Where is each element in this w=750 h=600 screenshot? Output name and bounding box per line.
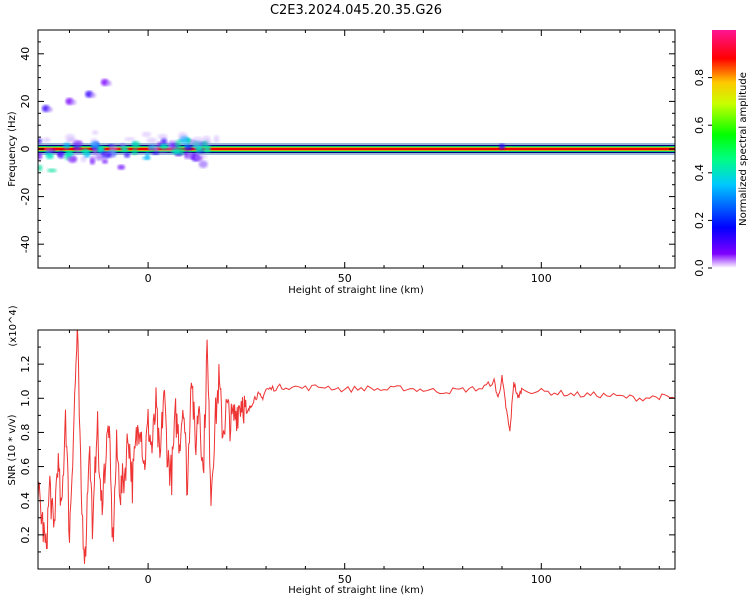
faint-blob xyxy=(141,131,152,138)
faint-blob xyxy=(146,137,158,144)
faint-blob xyxy=(74,142,83,147)
spectrogram-ytick-label: 20 xyxy=(19,94,32,108)
spectrogram-xtick-label: 100 xyxy=(531,272,552,285)
noise-blob xyxy=(131,148,138,156)
secondary-tone-blob xyxy=(46,107,53,113)
snr-panel: 0 50 100 0.2 0.4 0.6 0.8 1.0 1.2 Height of strai… xyxy=(7,305,676,596)
faint-blob xyxy=(151,143,161,150)
snr-axes: 0 50 100 0.2 0.4 0.6 0.8 1.0 1.2 xyxy=(19,330,675,586)
spectrogram-panel: 0 50 100 -40 -20 0 20 40 Height of straight lin… xyxy=(7,29,676,296)
colorbar: 0.0 0.2 0.4 0.6 0.8 Normalized spectral ampl… xyxy=(693,30,749,277)
noise-blob xyxy=(101,159,109,164)
secondary-tone-blob xyxy=(105,80,112,86)
snr-ytick-label: 0.4 xyxy=(19,492,32,510)
faint-blob xyxy=(42,137,51,143)
spectrogram-ytick-label: -40 xyxy=(19,235,32,253)
bright-blob xyxy=(120,146,129,152)
bright-blob xyxy=(171,148,180,155)
noise-blob xyxy=(184,145,193,151)
colorbar-label: Normalized spectral amplitude xyxy=(738,72,749,226)
faint-blob xyxy=(158,150,168,155)
spectrogram-axes: 0 50 100 -40 -20 0 20 40 xyxy=(19,30,675,285)
colorbar-tick-label: 0.6 xyxy=(693,116,706,134)
colorbar-tick-label: 0.2 xyxy=(693,212,706,230)
spectrogram-ytick-label: 40 xyxy=(19,47,32,61)
spectrogram-ytick-label: 0 xyxy=(19,146,32,153)
bright-blob xyxy=(159,143,168,150)
faint-blob xyxy=(65,133,76,142)
snr-frame xyxy=(37,329,676,570)
faint-blob xyxy=(157,133,168,140)
spectrogram-marks xyxy=(38,78,675,173)
faint-blob xyxy=(213,135,220,144)
faint-blob xyxy=(109,145,118,153)
noise-blob xyxy=(123,152,131,158)
noise-blob xyxy=(160,138,168,146)
faint-blob xyxy=(91,153,103,161)
faint-blob xyxy=(185,152,194,159)
snr-ytick-label: 0.8 xyxy=(19,424,32,442)
bright-blob xyxy=(81,148,90,155)
colorbar-gradient xyxy=(712,30,736,268)
bright-blob xyxy=(203,146,212,152)
colorbar-tick-label: 0.4 xyxy=(693,164,706,182)
faint-blob xyxy=(80,155,87,163)
main-line-core xyxy=(38,148,675,150)
noise-blob xyxy=(131,141,141,149)
snr-xtick-label: 50 xyxy=(338,573,352,586)
faint-blob xyxy=(90,138,99,146)
snr-multiplier: (x10^4) xyxy=(8,305,19,346)
snr-ytick-label: 1.0 xyxy=(19,390,32,408)
secondary-tone-blob xyxy=(90,92,97,98)
colorbar-tick-label: 0.0 xyxy=(693,259,706,277)
spectrogram-xtick-label: 0 xyxy=(145,272,152,285)
snr-xtick-label: 0 xyxy=(145,573,152,586)
snr-ytick-label: 0.2 xyxy=(19,526,32,544)
faint-blob xyxy=(178,132,188,140)
snr-ytick-label: 1.2 xyxy=(19,355,32,373)
noise-blob xyxy=(174,141,181,148)
noise-blob xyxy=(142,156,151,161)
secondary-tone-blob xyxy=(70,99,77,105)
faint-blob xyxy=(66,156,74,162)
figure-title: C2E3.2024.045.20.35.G26 xyxy=(270,3,442,18)
colorbar-axes: 0.0 0.2 0.4 0.6 0.8 xyxy=(693,69,712,277)
snr-xlabel: Height of straight line (km) xyxy=(288,585,424,596)
noise-blob xyxy=(47,168,57,173)
noise-blob xyxy=(198,160,208,169)
colorbar-tick-label: 0.8 xyxy=(693,69,706,87)
bright-blob xyxy=(45,153,54,160)
faint-blob xyxy=(92,130,99,135)
noise-blob xyxy=(38,164,43,172)
snr-marks xyxy=(38,330,675,564)
spectrogram-xtick-label: 50 xyxy=(338,272,352,285)
noise-blob xyxy=(56,152,62,157)
faint-blob xyxy=(124,137,136,142)
snr-ytick-label: 0.6 xyxy=(19,458,32,476)
bright-blob xyxy=(65,150,74,157)
spectrogram-ytick-label: -20 xyxy=(19,188,32,206)
faint-blob xyxy=(102,150,110,155)
noise-blob xyxy=(63,142,71,150)
bright-blob xyxy=(195,146,204,152)
spectrogram-ylabel: Frequency (Hz) xyxy=(7,111,18,187)
spectrogram-xlabel: Height of straight line (km) xyxy=(288,285,424,296)
bright-blob xyxy=(96,146,105,152)
faint-blob xyxy=(44,147,53,152)
noise-blob xyxy=(151,151,160,156)
faint-blob xyxy=(74,147,82,155)
noise-blob xyxy=(117,164,126,170)
snr-series-line xyxy=(38,330,675,564)
faint-blob xyxy=(199,154,208,159)
snr-ylabel: SNR (10 * v/v) xyxy=(7,414,18,485)
isolated-blob xyxy=(498,143,505,150)
faint-blob xyxy=(205,139,212,147)
snr-xtick-label: 100 xyxy=(531,573,552,586)
noise-blob xyxy=(38,138,43,144)
noise-blob xyxy=(38,152,43,160)
